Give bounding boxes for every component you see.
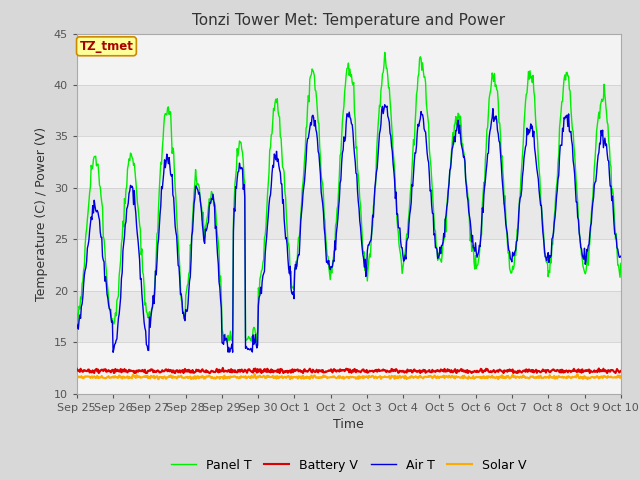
Air T <box>381 102 388 108</box>
Text: TZ_tmet: TZ_tmet <box>79 40 133 53</box>
Panel T <box>617 261 625 266</box>
Line: Solar V: Solar V <box>77 374 621 379</box>
Battery V <box>219 365 227 371</box>
Battery V <box>224 368 232 373</box>
Solar V <box>417 373 424 379</box>
Panel T <box>417 54 424 60</box>
Air T <box>223 341 231 347</box>
Panel T <box>73 311 81 316</box>
Air T <box>140 311 147 316</box>
Air T <box>83 259 90 264</box>
Line: Air T: Air T <box>77 105 621 352</box>
Line: Panel T: Panel T <box>77 52 621 342</box>
Bar <box>77 240 621 291</box>
Air T <box>417 116 424 122</box>
Panel T <box>139 269 147 275</box>
Battery V <box>83 368 90 374</box>
Solar V <box>73 374 81 380</box>
Air T <box>109 349 117 355</box>
Title: Tonzi Tower Met: Temperature and Power: Tonzi Tower Met: Temperature and Power <box>192 13 506 28</box>
Panel T <box>381 49 388 55</box>
Battery V <box>140 369 147 374</box>
Bar <box>77 34 621 85</box>
Panel T <box>194 180 202 186</box>
Solar V <box>83 373 90 379</box>
Battery V <box>617 368 625 374</box>
Legend: Panel T, Battery V, Air T, Solar V: Panel T, Battery V, Air T, Solar V <box>166 454 531 477</box>
Bar <box>77 136 621 188</box>
Solar V <box>617 373 625 379</box>
Air T <box>73 321 81 327</box>
Solar V <box>155 376 163 382</box>
Air T <box>433 245 440 251</box>
Solar V <box>195 375 202 381</box>
Solar V <box>251 371 259 377</box>
Battery V <box>433 368 440 373</box>
Line: Battery V: Battery V <box>77 368 621 373</box>
Air T <box>195 191 202 197</box>
Solar V <box>223 375 231 381</box>
Battery V <box>73 366 81 372</box>
Battery V <box>195 367 202 373</box>
Air T <box>617 253 625 259</box>
Solar V <box>139 374 147 380</box>
Battery V <box>417 370 424 376</box>
Panel T <box>223 339 231 345</box>
Panel T <box>433 243 440 249</box>
Solar V <box>433 375 440 381</box>
Battery V <box>90 370 98 376</box>
Panel T <box>83 226 90 232</box>
Panel T <box>223 338 230 344</box>
Y-axis label: Temperature (C) / Power (V): Temperature (C) / Power (V) <box>35 127 48 300</box>
X-axis label: Time: Time <box>333 418 364 431</box>
Bar <box>77 342 621 394</box>
